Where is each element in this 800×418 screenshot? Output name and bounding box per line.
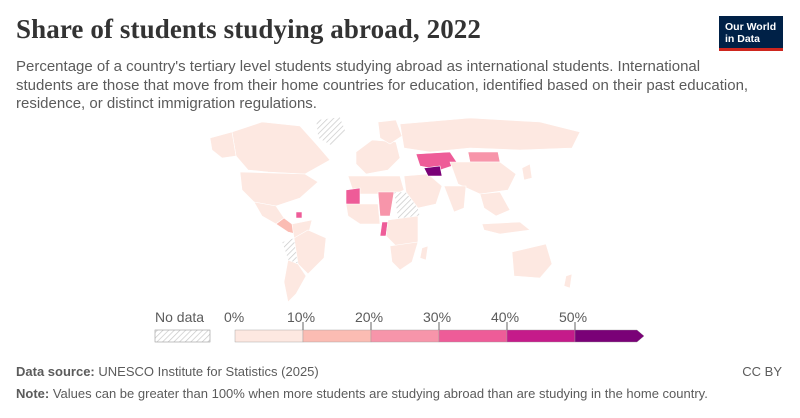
legend-tick-50: 50% <box>559 309 588 325</box>
note-line: Note: Values can be greater than 100% wh… <box>16 386 708 401</box>
source-line: Data source: UNESCO Institute for Statis… <box>16 364 319 379</box>
legend-bin-5-arrow[interactable] <box>574 329 645 343</box>
region-europe[interactable] <box>355 139 401 175</box>
country-india[interactable] <box>443 185 467 213</box>
region-southern-africa[interactable] <box>389 241 419 271</box>
legend-tick-0: 0% <box>224 309 245 325</box>
country-mauritania[interactable] <box>345 187 361 207</box>
country-canada[interactable] <box>231 121 331 175</box>
legend-bin-3[interactable] <box>438 329 508 343</box>
country-scandinavia[interactable] <box>377 119 403 145</box>
chart-subtitle: Percentage of a country's tertiary level… <box>16 58 749 112</box>
country-japan[interactable] <box>521 163 533 181</box>
country-turkmenistan[interactable] <box>423 165 443 177</box>
legend-tick-40: 40% <box>491 309 520 325</box>
world-map[interactable] <box>0 112 800 307</box>
country-china[interactable] <box>449 161 517 195</box>
country-new-zealand[interactable] <box>563 273 573 289</box>
region-southeast-asia[interactable] <box>479 191 511 217</box>
note-text: Values can be greater than 100% when mor… <box>52 386 708 401</box>
legend-bin-0[interactable] <box>234 329 304 343</box>
country-argentina[interactable] <box>283 259 307 303</box>
legend-no-data-swatch[interactable] <box>154 329 211 343</box>
logo-line-1: Our World <box>725 21 777 33</box>
legend-tick-10: 10% <box>287 309 316 325</box>
country-alaska[interactable] <box>209 131 237 159</box>
region-west-africa[interactable] <box>345 203 381 225</box>
legend-tick-20: 20% <box>355 309 384 325</box>
country-mongolia[interactable] <box>467 151 501 163</box>
note-label: Note: <box>16 386 50 401</box>
legend-bin-2[interactable] <box>370 329 440 343</box>
source-text[interactable]: UNESCO Institute for Statistics (2025) <box>98 364 319 379</box>
country-greenland[interactable] <box>315 116 347 147</box>
license-text[interactable]: CC BY <box>742 364 782 379</box>
country-kazakhstan[interactable] <box>415 151 459 171</box>
country-madagascar[interactable] <box>419 245 429 261</box>
map-legend <box>154 322 645 343</box>
legend-tick-30: 30% <box>423 309 452 325</box>
legend-bin-4[interactable] <box>506 329 576 343</box>
country-guyana[interactable] <box>295 211 303 219</box>
country-australia[interactable] <box>511 243 553 279</box>
region-central-africa[interactable] <box>385 215 419 247</box>
legend-no-data-label: No data <box>155 309 205 325</box>
country-mexico[interactable] <box>253 201 285 225</box>
country-niger[interactable] <box>377 191 395 217</box>
region-indonesia[interactable] <box>481 221 531 235</box>
source-label: Data source: <box>16 364 95 379</box>
legend-bin-1[interactable] <box>302 329 372 343</box>
owid-logo[interactable]: Our World in Data <box>719 16 783 51</box>
country-russia[interactable] <box>399 117 581 153</box>
logo-line-2: in Data <box>725 33 761 45</box>
country-usa[interactable] <box>239 171 319 207</box>
chart-title: Share of students studying abroad, 2022 <box>16 14 482 44</box>
